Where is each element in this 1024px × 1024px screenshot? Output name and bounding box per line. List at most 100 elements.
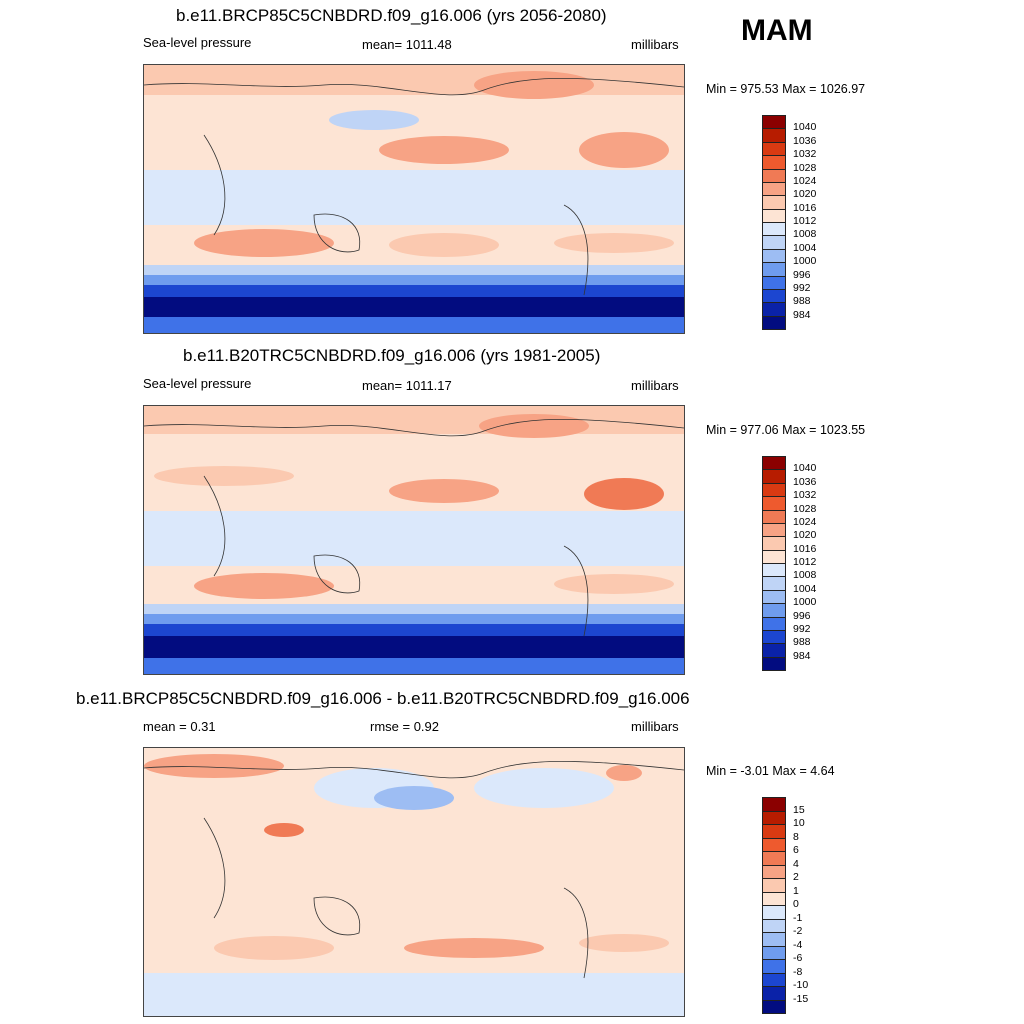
colorbar-tick-label: 1012 <box>793 215 817 227</box>
colorbar-tick-label: 1020 <box>793 529 817 542</box>
colorbar-cell <box>762 932 786 947</box>
colorbar-tick-label: -6 <box>793 952 803 964</box>
colorbar-tick-label: 1016 <box>793 201 817 214</box>
panel2-units: millibars <box>631 378 679 393</box>
colorbar-cell <box>762 629 786 645</box>
panel2-map <box>143 405 685 675</box>
colorbar-cell <box>762 563 786 578</box>
colorbar-tick-label: 10 <box>793 817 805 829</box>
colorbar-tick-label: 1016 <box>793 542 817 555</box>
colorbar-cell <box>762 878 786 893</box>
colorbar-cell <box>762 576 786 591</box>
colorbar-cell <box>762 810 786 825</box>
colorbar-cell <box>762 456 786 471</box>
colorbar-tick-label: 1036 <box>793 475 817 488</box>
colorbar-cell <box>762 549 786 564</box>
panel3-map-plot <box>144 748 684 1016</box>
colorbar-cell <box>762 128 786 143</box>
colorbar-cell <box>762 656 786 671</box>
colorbar-tick-label: 6 <box>793 844 799 856</box>
colorbar-cell <box>762 986 786 1001</box>
colorbar-cell <box>762 222 786 237</box>
colorbar-cell <box>762 115 786 130</box>
panel3-units: millibars <box>631 719 679 734</box>
colorbar-cell <box>762 905 786 920</box>
panel3-min-max: Min = -3.01 Max = 4.64 <box>706 764 835 778</box>
colorbar-tick-label: 1008 <box>793 569 817 582</box>
colorbar-tick-label: -2 <box>793 925 803 937</box>
colorbar-tick-label: 1040 <box>793 462 817 475</box>
colorbar-cell <box>762 208 786 223</box>
colorbar-tick-label: 1000 <box>793 596 817 609</box>
colorbar-cell <box>762 496 786 511</box>
colorbar-tick-label: 1008 <box>793 228 817 241</box>
colorbar-tick-label: 1028 <box>793 161 817 174</box>
colorbar-tick-label: 8 <box>793 830 799 843</box>
panel1-map-plot <box>144 65 684 333</box>
colorbar-cell <box>762 643 786 658</box>
colorbar-tick-label: 996 <box>793 609 811 622</box>
colorbar-tick-label: 984 <box>793 649 811 662</box>
colorbar-cell <box>762 864 786 879</box>
colorbar-cell <box>762 248 786 264</box>
colorbar-tick-label: -1 <box>793 911 803 924</box>
colorbar-tick-label: 1028 <box>793 502 817 515</box>
colorbar-tick-label: -4 <box>793 938 803 951</box>
colorbar-cell <box>762 168 786 183</box>
season-label: MAM <box>741 14 813 47</box>
colorbar-tick-label: 1000 <box>793 255 817 268</box>
colorbar-cell <box>762 959 786 974</box>
colorbar-tick-label: 4 <box>793 857 799 870</box>
colorbar-tick-label: 2 <box>793 871 799 883</box>
panel3-title: b.e11.BRCP85C5CNBDRD.f09_g16.006 - b.e11… <box>76 689 690 708</box>
colorbar-tick-label: 0 <box>793 898 799 910</box>
panel3-rmse: rmse = 0.92 <box>370 719 440 734</box>
colorbar-tick-label: 988 <box>793 636 811 649</box>
colorbar-cell <box>762 509 786 524</box>
colorbar-cell <box>762 589 786 605</box>
panel2-colorbar <box>762 456 786 671</box>
colorbar-cell <box>762 824 786 839</box>
colorbar-cell <box>762 522 786 538</box>
panel1-map <box>143 64 685 334</box>
colorbar-cell <box>762 797 786 812</box>
panel1-title: b.e11.BRCP85C5CNBDRD.f09_g16.006 (yrs 20… <box>176 6 607 25</box>
panel2-map-plot <box>144 406 684 674</box>
colorbar-cell <box>762 141 786 157</box>
panel3-map <box>143 747 685 1017</box>
colorbar-tick-label: 1 <box>793 884 799 897</box>
panel1-variable-label: Sea-level pressure <box>143 35 252 50</box>
colorbar-cell <box>762 536 786 551</box>
colorbar-cell <box>762 482 786 498</box>
colorbar-cell <box>762 999 786 1014</box>
colorbar-cell <box>762 945 786 960</box>
colorbar-tick-label: 1040 <box>793 121 817 134</box>
colorbar-tick-label: 1024 <box>793 174 817 187</box>
colorbar-tick-label: 996 <box>793 268 811 281</box>
colorbar-tick-label: -10 <box>793 979 809 991</box>
colorbar-cell <box>762 891 786 906</box>
colorbar-cell <box>762 181 786 197</box>
colorbar-tick-label: 1004 <box>793 582 817 595</box>
colorbar-tick-label: 1024 <box>793 515 817 528</box>
colorbar-tick-label: 992 <box>793 622 811 635</box>
colorbar-cell <box>762 616 786 631</box>
panel3-mean: mean = 0.31 <box>143 719 216 734</box>
colorbar-cell <box>762 918 786 933</box>
colorbar-tick-label: -15 <box>793 992 809 1005</box>
colorbar-tick-label: 992 <box>793 281 811 294</box>
colorbar-tick-label: 984 <box>793 308 811 321</box>
colorbar-cell <box>762 469 786 484</box>
colorbar-cell <box>762 972 786 987</box>
panel2-mean: mean= 1011.17 <box>362 378 452 393</box>
panel2-variable-label: Sea-level pressure <box>143 376 252 391</box>
colorbar-tick-label: 1032 <box>793 489 817 502</box>
colorbar-tick-label: 988 <box>793 295 811 308</box>
colorbar-cell <box>762 235 786 250</box>
colorbar-tick-label: 1004 <box>793 241 817 254</box>
panel2-title: b.e11.B20TRC5CNBDRD.f09_g16.006 (yrs 198… <box>183 346 601 365</box>
colorbar-tick-label: 1036 <box>793 134 817 147</box>
panel1-colorbar <box>762 115 786 330</box>
colorbar-cell <box>762 603 786 618</box>
panel1-units: millibars <box>631 37 679 52</box>
